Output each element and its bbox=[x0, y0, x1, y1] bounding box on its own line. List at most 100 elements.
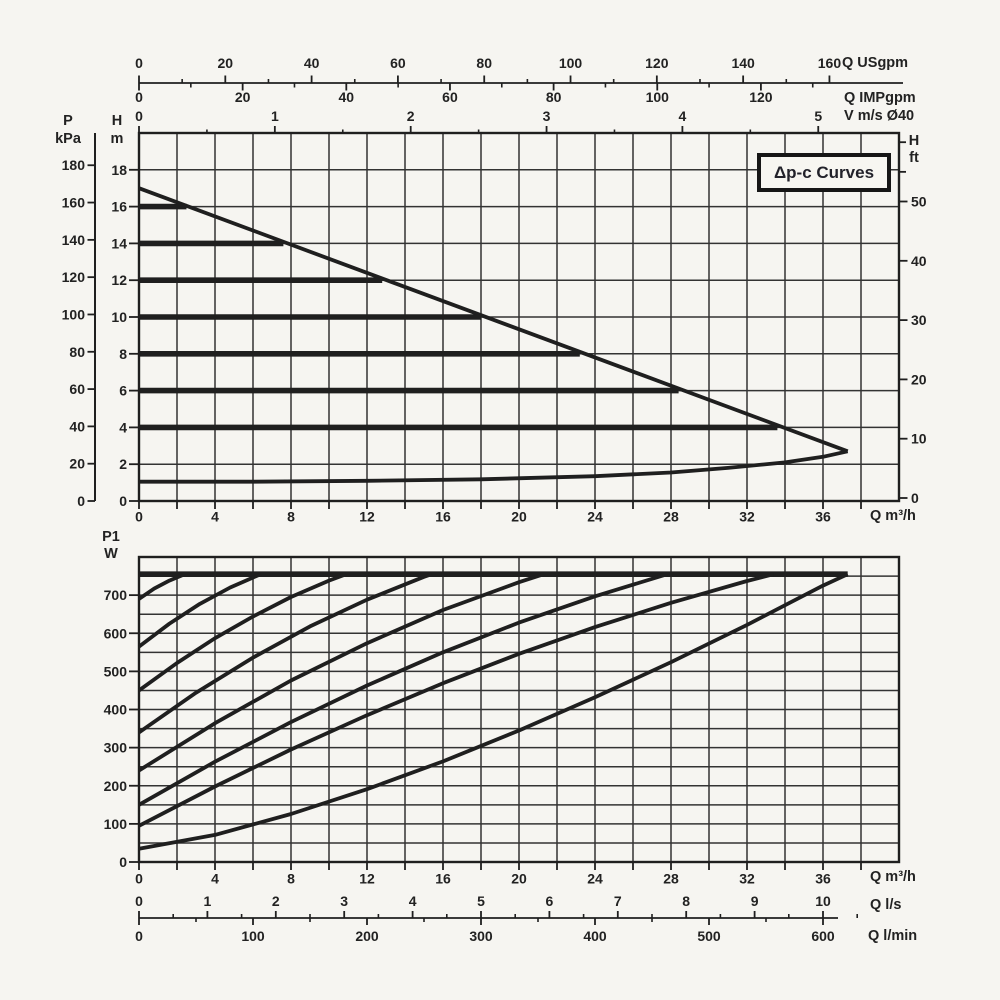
svg-text:40: 40 bbox=[69, 418, 85, 434]
svg-text:18: 18 bbox=[111, 162, 127, 178]
svg-text:8: 8 bbox=[119, 346, 127, 362]
svg-text:80: 80 bbox=[69, 344, 85, 360]
svg-text:0: 0 bbox=[135, 893, 143, 909]
svg-text:0: 0 bbox=[77, 493, 85, 509]
envelope-min-speed bbox=[139, 449, 849, 484]
svg-text:20: 20 bbox=[511, 871, 527, 887]
dpc-curves-label-box: Δp-c Curves bbox=[757, 153, 891, 192]
svg-text:7: 7 bbox=[614, 893, 622, 909]
svg-text:100: 100 bbox=[646, 89, 670, 105]
svg-text:32: 32 bbox=[739, 509, 755, 525]
flow-axis-unit-bottom: Q m³/h bbox=[870, 869, 916, 885]
svg-text:140: 140 bbox=[62, 232, 86, 248]
svg-text:3: 3 bbox=[340, 893, 348, 909]
svg-text:140: 140 bbox=[731, 55, 755, 71]
svg-text:4: 4 bbox=[211, 509, 219, 525]
flow-axis-unit-top: Q m³/h bbox=[870, 508, 916, 524]
svg-text:1: 1 bbox=[204, 893, 212, 909]
p1-curve-150w bbox=[138, 572, 668, 807]
svg-text:3: 3 bbox=[543, 108, 551, 124]
svg-text:50: 50 bbox=[911, 194, 927, 210]
svg-text:40: 40 bbox=[304, 55, 320, 71]
p1-curve-35w bbox=[138, 572, 849, 851]
svg-text:160: 160 bbox=[62, 195, 86, 211]
svg-text:6: 6 bbox=[119, 383, 127, 399]
svg-text:500: 500 bbox=[697, 928, 721, 944]
head-ft-axis-unit: H ft bbox=[899, 133, 929, 167]
svg-text:4: 4 bbox=[119, 419, 127, 435]
svg-text:2: 2 bbox=[272, 893, 280, 909]
envelope-max-speed bbox=[138, 186, 849, 454]
p1-curve-450w bbox=[137, 572, 347, 692]
svg-text:0: 0 bbox=[119, 493, 127, 509]
head-ft-axis-text: ft bbox=[909, 150, 919, 166]
svg-text:600: 600 bbox=[104, 625, 128, 641]
svg-text:10: 10 bbox=[815, 893, 831, 909]
p1-curve-690w bbox=[137, 572, 186, 601]
svg-text:8: 8 bbox=[287, 509, 295, 525]
svg-text:500: 500 bbox=[104, 663, 128, 679]
svg-text:2: 2 bbox=[119, 456, 127, 472]
svg-text:100: 100 bbox=[559, 55, 583, 71]
svg-text:600: 600 bbox=[811, 928, 835, 944]
svg-text:60: 60 bbox=[69, 381, 85, 397]
p1-curve-340w bbox=[137, 572, 433, 734]
lmin-axis-unit: Q l/min bbox=[868, 928, 918, 944]
ls-axis-unit: Q l/s bbox=[870, 897, 902, 913]
p1-curve-240w bbox=[137, 572, 545, 773]
svg-text:300: 300 bbox=[104, 740, 128, 756]
svg-text:5: 5 bbox=[477, 893, 485, 909]
p1-curve-95w bbox=[138, 572, 775, 828]
svg-text:0: 0 bbox=[119, 854, 127, 870]
svg-text:28: 28 bbox=[663, 509, 679, 525]
usgpm-axis-unit: Q USgpm bbox=[842, 55, 909, 71]
p1-curve-565w bbox=[137, 572, 262, 649]
svg-text:36: 36 bbox=[815, 509, 831, 525]
svg-text:120: 120 bbox=[645, 55, 669, 71]
head-m-axis-text: m bbox=[110, 131, 124, 147]
svg-text:12: 12 bbox=[359, 509, 375, 525]
power-axis-text: W bbox=[104, 546, 118, 562]
svg-text:8: 8 bbox=[287, 871, 295, 887]
svg-text:0: 0 bbox=[911, 490, 919, 506]
impgpm-axis-unit: Q IMPgpm bbox=[844, 90, 916, 106]
svg-text:16: 16 bbox=[111, 199, 127, 215]
svg-text:30: 30 bbox=[911, 312, 927, 328]
svg-text:1: 1 bbox=[271, 108, 279, 124]
svg-text:0: 0 bbox=[135, 108, 143, 124]
svg-text:0: 0 bbox=[135, 928, 143, 944]
svg-text:8: 8 bbox=[682, 893, 690, 909]
svg-text:20: 20 bbox=[511, 509, 527, 525]
svg-text:16: 16 bbox=[435, 871, 451, 887]
svg-text:28: 28 bbox=[663, 871, 679, 887]
svg-text:300: 300 bbox=[469, 928, 493, 944]
svg-text:120: 120 bbox=[749, 89, 773, 105]
head-ft-axis-symbol: H bbox=[908, 133, 920, 149]
svg-text:200: 200 bbox=[355, 928, 379, 944]
svg-text:0: 0 bbox=[135, 55, 143, 71]
power-axis-unit: P1 W bbox=[96, 529, 126, 563]
svg-text:200: 200 bbox=[104, 778, 128, 794]
svg-text:400: 400 bbox=[583, 928, 607, 944]
svg-text:9: 9 bbox=[751, 893, 759, 909]
svg-text:20: 20 bbox=[69, 456, 85, 472]
svg-text:24: 24 bbox=[587, 509, 603, 525]
svg-text:400: 400 bbox=[104, 702, 128, 718]
svg-text:12: 12 bbox=[359, 871, 375, 887]
svg-text:12: 12 bbox=[111, 272, 127, 288]
svg-text:36: 36 bbox=[815, 871, 831, 887]
svg-text:14: 14 bbox=[111, 235, 127, 251]
svg-text:4: 4 bbox=[211, 871, 219, 887]
svg-text:80: 80 bbox=[546, 89, 562, 105]
svg-text:10: 10 bbox=[911, 431, 927, 447]
svg-text:6: 6 bbox=[546, 893, 554, 909]
head-m-axis-symbol: H bbox=[111, 113, 123, 129]
svg-text:0: 0 bbox=[135, 871, 143, 887]
svg-text:40: 40 bbox=[911, 253, 927, 269]
head-m-axis-unit: H m bbox=[103, 112, 131, 148]
svg-text:20: 20 bbox=[911, 371, 927, 387]
svg-text:100: 100 bbox=[241, 928, 265, 944]
svg-text:80: 80 bbox=[476, 55, 492, 71]
